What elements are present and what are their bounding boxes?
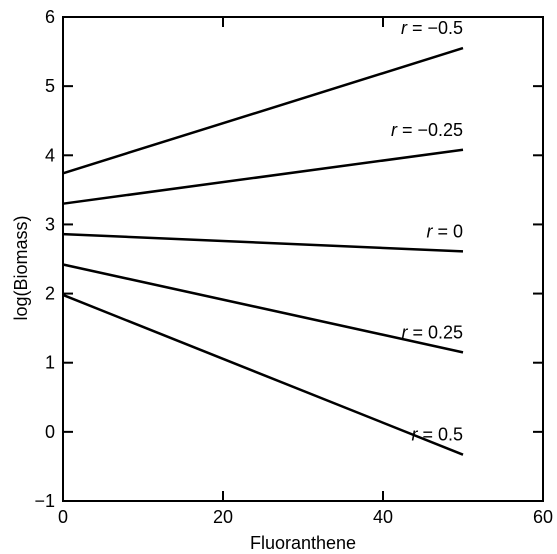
series-label-symbol: r [401,322,408,342]
y-tick-label: 3 [45,214,55,234]
series-label-value: = −0.5 [407,18,463,38]
series-line [62,263,464,354]
series-label-value: = −0.25 [397,120,463,140]
y-tick-label: 6 [45,7,55,27]
y-tick-label: −1 [34,491,55,511]
x-tick-label: 40 [373,507,393,527]
x-axis-label: Fluoranthene [250,533,356,553]
x-tick-label: 60 [533,507,553,527]
x-tick-label: 0 [58,507,68,527]
series-label-symbol: r [426,221,433,241]
series-label-value: = 0.5 [417,425,463,445]
axis-labels: Fluoranthene log(Biomass) [11,215,356,553]
series-line [62,148,464,205]
series-line [62,46,464,175]
series-label-symbol: r [391,120,398,140]
series-label: r = 0.25 [401,322,463,342]
series-line [62,232,464,253]
y-tick-label: 4 [45,145,55,165]
series-label: r = −0.5 [401,18,463,38]
y-tick-label: 2 [45,284,55,304]
series-group: r = −0.5r = −0.25r = 0r = 0.25r = 0.5 [62,18,464,456]
y-tick-label: 1 [45,353,55,373]
series-label: r = 0 [426,221,463,241]
series-line [62,293,464,456]
series-label: r = −0.25 [391,120,463,140]
series-label: r = 0.5 [411,425,463,445]
y-tick-label: 0 [45,422,55,442]
y-axis-label: log(Biomass) [11,215,31,320]
series-label-symbol: r [401,18,408,38]
plot-frame [62,16,544,502]
y-tick-label: 5 [45,76,55,96]
series-label-symbol: r [411,425,418,445]
x-tick-label: 20 [213,507,233,527]
series-label-value: = 0.25 [407,322,463,342]
series-label-value: = 0 [432,221,463,241]
